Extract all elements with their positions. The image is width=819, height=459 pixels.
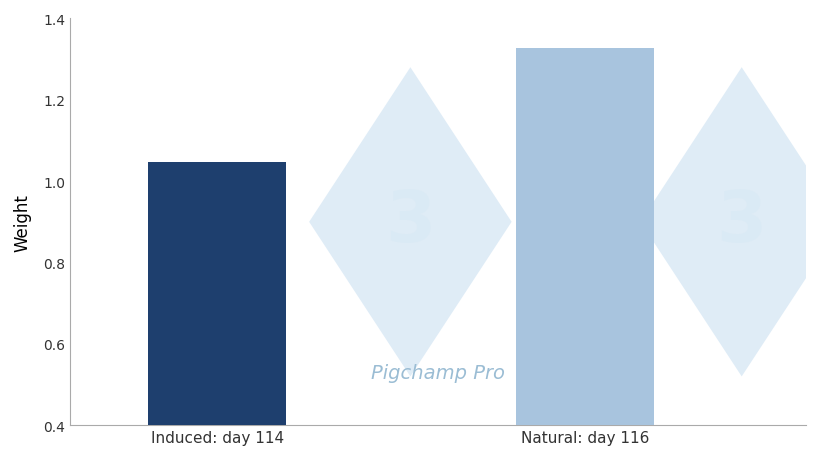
- Text: 3: 3: [716, 188, 766, 257]
- Polygon shape: [309, 68, 511, 376]
- Y-axis label: Weight: Weight: [14, 193, 32, 251]
- Bar: [148, 163, 286, 459]
- Text: Pigchamp Pro: Pigchamp Pro: [370, 363, 505, 382]
- Polygon shape: [640, 68, 819, 376]
- Text: 3: 3: [385, 188, 435, 257]
- Bar: [516, 49, 654, 459]
